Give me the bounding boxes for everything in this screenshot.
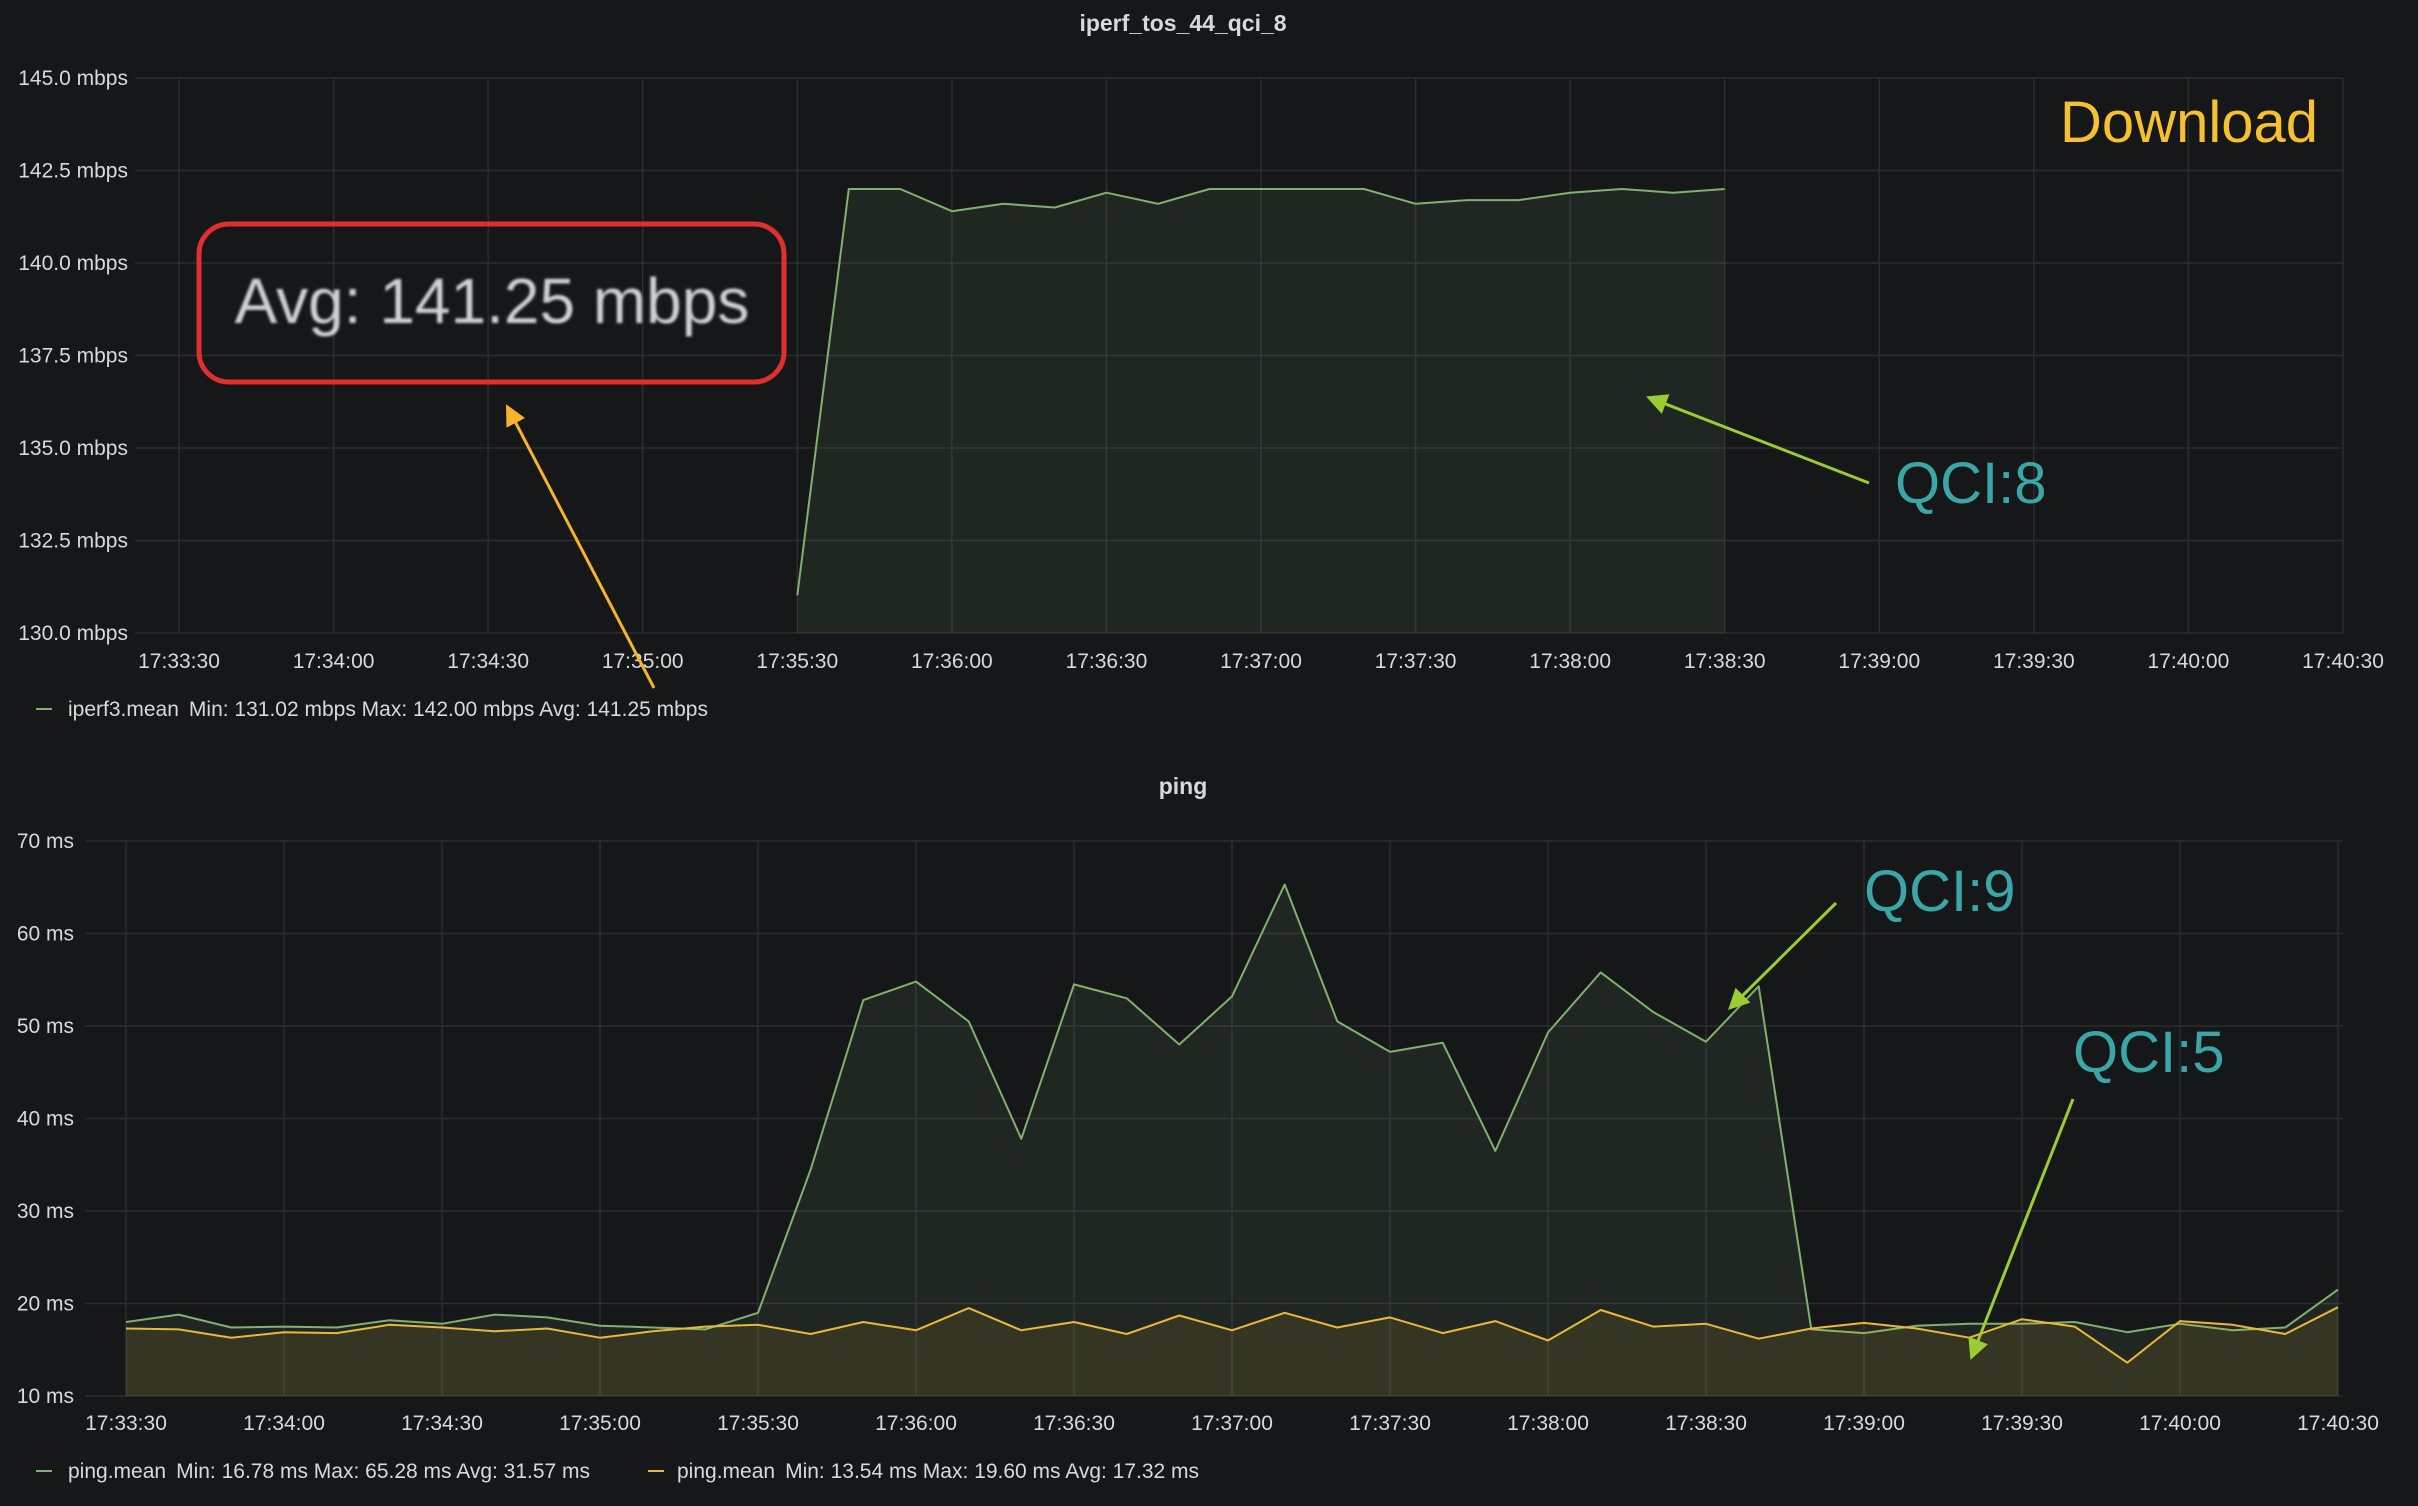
- legend-ping[interactable]: ping.mean Min: 16.78 ms Max: 65.28 ms Avg…: [36, 1460, 1199, 1483]
- x-axis-iperf: 17:33:30 17:34:00 17:34:30 17:35:00 17:35:30…: [138, 650, 2384, 673]
- panel-ping: ping 10 ms 20 ms 30 ms 40 ms 50 ms 60 ms 70 ms…: [17, 773, 2379, 1483]
- y-tick-label-iperf: 145.0 mbps: [18, 67, 128, 90]
- x-tick-label-iperf: 17:40:30: [2302, 650, 2384, 673]
- x-tick-label-iperf: 17:34:30: [447, 650, 529, 673]
- x-tick-label-ping: 17:40:00: [2139, 1412, 2221, 1435]
- legend-stats-iperf3: Min: 131.02 mbps Max: 142.00 mbps Avg: 1…: [189, 698, 708, 721]
- x-tick-label-ping: 17:37:00: [1191, 1412, 1273, 1435]
- y-tick-label-iperf: 142.5 mbps: [18, 160, 128, 183]
- x-tick-label-iperf: 17:35:00: [602, 650, 684, 673]
- y-tick-label-iperf: 130.0 mbps: [18, 622, 128, 645]
- legend-stats-ping-orange: Min: 13.54 ms Max: 19.60 ms Avg: 17.32 m…: [785, 1460, 1199, 1483]
- y-axis-iperf: 130.0 mbps 132.5 mbps 135.0 mbps 137.5 mbps…: [18, 67, 128, 645]
- legend-name-iperf3: iperf3.mean: [68, 698, 179, 721]
- x-tick-label-ping: 17:38:30: [1665, 1412, 1747, 1435]
- x-tick-label-ping: 17:39:00: [1823, 1412, 1905, 1435]
- x-tick-label-iperf: 17:38:30: [1684, 650, 1766, 673]
- x-tick-label-iperf: 17:37:30: [1375, 650, 1457, 673]
- legend-name-ping-green: ping.mean: [68, 1460, 166, 1483]
- legend-stats-ping-green: Min: 16.78 ms Max: 65.28 ms Avg: 31.57 m…: [176, 1460, 590, 1483]
- legend-ping-mean-green[interactable]: ping.mean Min: 16.78 ms Max: 65.28 ms Avg…: [68, 1460, 590, 1483]
- x-tick-label-ping: 17:33:30: [85, 1412, 167, 1435]
- panel-title-iperf: iperf_tos_44_qci_8: [1079, 10, 1286, 36]
- panel-title-ping: ping: [1159, 773, 1208, 799]
- y-tick-label-iperf: 140.0 mbps: [18, 252, 128, 275]
- x-axis-ping: 17:33:30 17:34:00 17:34:30 17:35:00 17:35:30…: [85, 1412, 2379, 1435]
- grid-iperf: [135, 77, 2344, 634]
- series-line-ping-mean-0[interactable]: [125, 883, 2339, 1335]
- avg-highlight-text: Avg: 141.25 mbps: [235, 265, 750, 337]
- annotations: Download Avg: 141.25 mbps QCI:8 QCI:9 QC…: [196, 90, 2318, 1360]
- series-area-iperf3-mean-0: [797, 189, 1725, 633]
- x-tick-label-iperf: 17:40:00: [2148, 650, 2230, 673]
- x-tick-label-ping: 17:34:00: [243, 1412, 325, 1435]
- qci5-annotation: QCI:5: [2073, 1020, 2225, 1085]
- x-tick-label-ping: 17:34:30: [401, 1412, 483, 1435]
- y-tick-label-ping: 10 ms: [17, 1385, 74, 1408]
- y-tick-label-iperf: 137.5 mbps: [18, 345, 128, 368]
- qci9-annotation: QCI:9: [1864, 859, 2016, 924]
- x-tick-label-iperf: 17:39:30: [1993, 650, 2075, 673]
- x-tick-label-iperf: 17:35:30: [756, 650, 838, 673]
- x-tick-label-ping: 17:37:30: [1349, 1412, 1431, 1435]
- x-tick-label-ping: 17:36:30: [1033, 1412, 1115, 1435]
- y-axis-ping: 10 ms 20 ms 30 ms 40 ms 50 ms 60 ms 70 ms: [17, 830, 74, 1408]
- legend-iperf[interactable]: iperf3.mean Min: 131.02 mbps Max: 142.00 …: [36, 698, 708, 721]
- series-area-ping-mean-0: [126, 884, 2338, 1396]
- series-line-iperf3-mean-0[interactable]: [796, 188, 1725, 596]
- y-tick-label-ping: 40 ms: [17, 1108, 74, 1131]
- y-tick-label-iperf: 132.5 mbps: [18, 530, 128, 553]
- grid-ping: [85, 840, 2343, 1397]
- y-tick-label-ping: 50 ms: [17, 1015, 74, 1038]
- x-tick-label-iperf: 17:36:30: [1066, 650, 1148, 673]
- x-tick-label-ping: 17:38:00: [1507, 1412, 1589, 1435]
- y-tick-label-ping: 60 ms: [17, 923, 74, 946]
- avg-arrow: [506, 404, 656, 689]
- qci8-arrow: [1646, 394, 1870, 485]
- x-tick-label-iperf: 17:37:00: [1220, 650, 1302, 673]
- download-annotation: Download: [2060, 90, 2318, 155]
- qci8-annotation: QCI:8: [1895, 451, 2047, 516]
- y-tick-label-ping: 70 ms: [17, 830, 74, 853]
- series-group-iperf: [796, 188, 1725, 633]
- x-tick-label-iperf: 17:36:00: [911, 650, 993, 673]
- x-tick-label-ping: 17:39:30: [1981, 1412, 2063, 1435]
- y-tick-label-iperf: 135.0 mbps: [18, 437, 128, 460]
- x-tick-label-iperf: 17:39:00: [1838, 650, 1920, 673]
- legend-name-ping-orange: ping.mean: [677, 1460, 775, 1483]
- x-tick-label-ping: 17:35:00: [559, 1412, 641, 1435]
- x-tick-label-ping: 17:40:30: [2297, 1412, 2379, 1435]
- legend-ping-mean-orange[interactable]: ping.mean Min: 13.54 ms Max: 19.60 ms Avg…: [677, 1460, 1199, 1483]
- x-tick-label-iperf: 17:33:30: [138, 650, 220, 673]
- avg-highlight-box: [196, 221, 787, 385]
- x-tick-label-ping: 17:36:00: [875, 1412, 957, 1435]
- legend-iperf3-mean[interactable]: iperf3.mean Min: 131.02 mbps Max: 142.00 …: [68, 698, 708, 721]
- qci9-arrow: [1728, 901, 1838, 1010]
- qci5-arrow: [1968, 1098, 2075, 1360]
- y-tick-label-ping: 30 ms: [17, 1200, 74, 1223]
- x-tick-label-iperf: 17:34:00: [293, 650, 375, 673]
- y-tick-label-ping: 20 ms: [17, 1293, 74, 1316]
- x-tick-label-ping: 17:35:30: [717, 1412, 799, 1435]
- x-tick-label-iperf: 17:38:00: [1529, 650, 1611, 673]
